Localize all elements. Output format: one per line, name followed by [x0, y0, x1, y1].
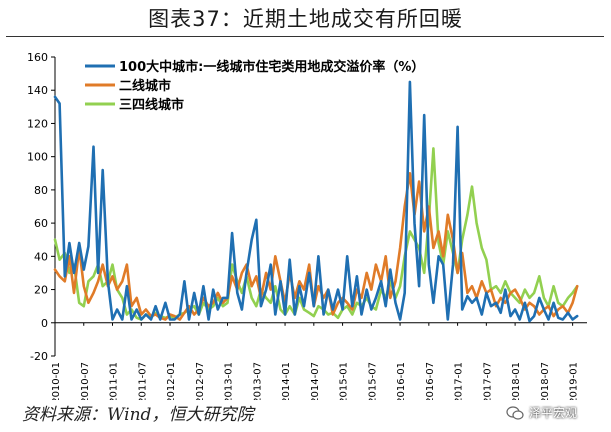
title-divider	[6, 36, 604, 37]
y-tick-label: 40	[34, 250, 48, 263]
x-tick-label: 2012-07	[195, 362, 206, 400]
legend-label: 三四线城市	[119, 97, 184, 113]
chart-axes: -20 0 20 40 60 80 100 120 140 160 2010-01 2010-07 20…	[27, 51, 587, 400]
chart-title: 图表37：近期土地成交有所回暖	[148, 7, 463, 31]
y-tick-label: 100	[27, 151, 48, 164]
y-tick-label: 20	[34, 284, 48, 297]
x-tick-label: 2019-01	[569, 362, 580, 400]
line-chart: -20 0 20 40 60 80 100 120 140 160 2010-01 2010-07 20…	[27, 51, 587, 400]
x-tick-label: 2011-01	[109, 362, 120, 400]
y-tick-label: 60	[34, 217, 48, 230]
y-tick-label: 120	[27, 117, 48, 130]
y-tick-label: 80	[34, 184, 48, 197]
x-tick-label: 2016-01	[396, 362, 407, 400]
chart-series	[53, 80, 579, 323]
legend-label: 二线城市	[119, 78, 171, 94]
x-tick-label: 2018-01	[511, 362, 522, 400]
x-tick-label: 2018-07	[540, 362, 551, 400]
y-tick-label: 0	[41, 317, 48, 330]
x-tick-label: 2014-01	[281, 362, 292, 400]
y-tick-label: 160	[27, 51, 48, 64]
x-tick-label: 2010-01	[51, 362, 62, 400]
x-tick-label: 2012-01	[166, 362, 177, 400]
x-tick-label: 2017-07	[482, 362, 493, 400]
x-tick-label: 2015-07	[367, 362, 378, 400]
x-tick-label: 2014-07	[310, 362, 321, 400]
series-line	[53, 80, 579, 323]
source-note: 资料来源：Wind，恒大研究院	[22, 405, 254, 425]
watermark: 泽平宏观	[506, 404, 577, 421]
watermark-text: 泽平宏观	[529, 406, 578, 420]
series-line	[53, 172, 579, 321]
x-tick-label: 2016-07	[425, 362, 436, 400]
legend-label: 100大中城市:一线城市住宅类用地成交溢价率（%）	[119, 59, 424, 75]
y-tick-label: -20	[30, 350, 48, 363]
x-tick-label: 2015-01	[339, 362, 350, 400]
x-tick-label: 2010-07	[80, 362, 91, 400]
x-tick-label: 2017-01	[454, 362, 465, 400]
x-tick-label: 2013-01	[224, 362, 235, 400]
x-tick-label: 2011-07	[137, 362, 148, 400]
x-tick-label: 2013-07	[252, 362, 263, 400]
wechat-icon	[506, 405, 524, 420]
y-tick-label: 140	[27, 84, 48, 97]
